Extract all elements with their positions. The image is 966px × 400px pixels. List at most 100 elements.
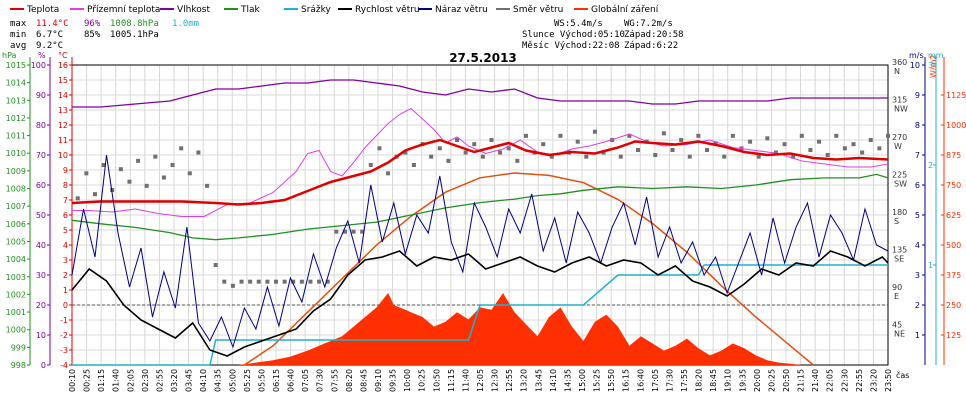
stats-panel: max 11.4°C 96% 1008.8hPa 1.0mm min 6.7°C… xyxy=(10,19,199,51)
x-tick-label: 18:20 xyxy=(695,369,704,392)
temp-tick-label: 10 xyxy=(58,151,68,160)
legend-label-smer: Směr větru xyxy=(513,5,563,15)
x-tick-label: 12:30 xyxy=(491,369,500,392)
wm2-tick-label: 625 xyxy=(946,211,961,220)
axis-ms-title: m/s xyxy=(909,51,924,60)
dir-tick-name: NE xyxy=(894,330,905,339)
pct-tick-label: 0 xyxy=(41,361,46,370)
series-smer-point xyxy=(653,153,658,157)
series-smer-point xyxy=(179,146,184,151)
series-smer-point xyxy=(886,133,890,138)
x-tick-label: 05:50 xyxy=(257,369,266,392)
hpa-tick-label: 1006 xyxy=(6,220,26,229)
legend-label-rychlost: Rychlost větru xyxy=(355,5,420,15)
legend-label-naraz: Náraz větru xyxy=(435,5,488,15)
series-smer-point xyxy=(110,188,115,192)
series-smer-point xyxy=(187,171,192,176)
series-smer-point xyxy=(506,146,511,151)
pct-tick-label: 60 xyxy=(36,181,46,190)
series-smer-point xyxy=(153,154,158,159)
ms-tick-label: 10 xyxy=(910,61,920,70)
pct-tick-label: 20 xyxy=(36,301,46,310)
series-smer-point xyxy=(342,229,347,234)
temp-tick-label: 16 xyxy=(58,61,68,70)
series-smer-point xyxy=(592,129,597,134)
info-wg: WG:7.2m/s xyxy=(624,19,673,29)
series-smer-point xyxy=(325,279,330,284)
ms-tick-label: 1 xyxy=(915,331,920,340)
temp-tick-label: -1 xyxy=(60,316,68,325)
series-smer-point xyxy=(248,279,253,284)
series-smer-point xyxy=(696,133,701,138)
temp-tick-label: 0 xyxy=(63,301,68,310)
temp-tick-label: 11 xyxy=(58,136,68,145)
x-tick-label: 14:35 xyxy=(563,369,572,392)
hpa-tick-label: 1002 xyxy=(6,290,26,299)
x-tick-label: 11:15 xyxy=(447,369,456,392)
pct-tick-label: 50 xyxy=(36,211,46,220)
x-tick-label: 20:00 xyxy=(753,369,762,392)
x-tick-label: 05:25 xyxy=(243,369,252,392)
series-smer-point xyxy=(386,171,391,176)
x-tick-label: 12:05 xyxy=(476,369,485,392)
x-tick-label: 19:10 xyxy=(724,369,733,392)
hpa-tick-label: 1007 xyxy=(6,202,26,211)
hpa-tick-label: 1004 xyxy=(6,255,26,264)
dir-tick-name: SW xyxy=(894,180,907,189)
series-smer-point xyxy=(480,154,485,159)
series-smer-point xyxy=(351,229,356,234)
series-smer-point xyxy=(239,279,244,284)
series-smer-point xyxy=(360,229,365,234)
info-moon: Měsíc Východ:22:08 xyxy=(522,41,620,51)
series-smer-point xyxy=(282,279,287,284)
series-smer-point xyxy=(756,154,761,159)
stats-max-label: max xyxy=(10,19,27,29)
dir-tick-name: SE xyxy=(894,255,904,264)
series-smer-point xyxy=(161,175,166,180)
x-tick-label: 07:05 xyxy=(301,369,310,392)
dir-tick-label: 180 xyxy=(892,208,907,217)
dir-tick-label: 135 xyxy=(892,246,907,255)
x-tick-label: 07:55 xyxy=(330,369,339,392)
hpa-tick-label: 1005 xyxy=(6,237,26,246)
x-tick-label: 06:40 xyxy=(287,369,296,392)
series-smer-point xyxy=(817,139,822,144)
temp-tick-label: 2 xyxy=(63,271,68,280)
info-sun-set: Západ:20:58 xyxy=(624,30,684,40)
x-tick-label: 08:45 xyxy=(359,369,368,392)
series-smer-point xyxy=(498,150,503,155)
x-tick-label: 23:50 xyxy=(884,369,893,392)
temp-tick-label: -3 xyxy=(60,346,68,355)
series-smer-point xyxy=(334,229,339,234)
series-smer-point xyxy=(704,148,709,152)
dir-tick-name: NW xyxy=(894,105,908,114)
temp-tick-label: 3 xyxy=(63,256,68,265)
x-tick-label: 04:10 xyxy=(199,369,208,392)
wm2-tick-label: 500 xyxy=(946,241,961,250)
x-tick-label: 20:25 xyxy=(767,369,776,392)
series-smer-point xyxy=(575,139,580,144)
series-naraz-line xyxy=(71,154,889,349)
series-smer-point xyxy=(463,150,468,155)
series-smer-point xyxy=(299,279,304,284)
dir-tick-label: 90 xyxy=(892,283,902,292)
dir-tick-name: N xyxy=(894,67,900,76)
series-smer-point xyxy=(584,154,589,159)
x-tick-label: 14:10 xyxy=(549,369,558,392)
ms-tick-label: 2 xyxy=(915,301,920,310)
legend: Teplota Přízemní teplota Vlhkost Tlak Srážky… xyxy=(10,5,659,15)
series-smer-point xyxy=(411,163,416,167)
mm-tick-label: 3 xyxy=(928,61,933,70)
legend-label-srazky: Srážky xyxy=(301,5,332,15)
stats-min-label: min xyxy=(10,30,26,40)
dir-tick-label: 360 xyxy=(892,58,907,67)
series-smer-point xyxy=(679,138,684,142)
axis-pct-title: % xyxy=(38,51,46,60)
series-smer-point xyxy=(782,142,787,147)
series-smer-point xyxy=(291,279,296,284)
temp-tick-label: 4 xyxy=(63,241,68,250)
series-smer-point xyxy=(144,183,149,188)
hpa-tick-label: 1009 xyxy=(6,167,26,176)
dir-tick-label: 270 xyxy=(892,133,907,142)
